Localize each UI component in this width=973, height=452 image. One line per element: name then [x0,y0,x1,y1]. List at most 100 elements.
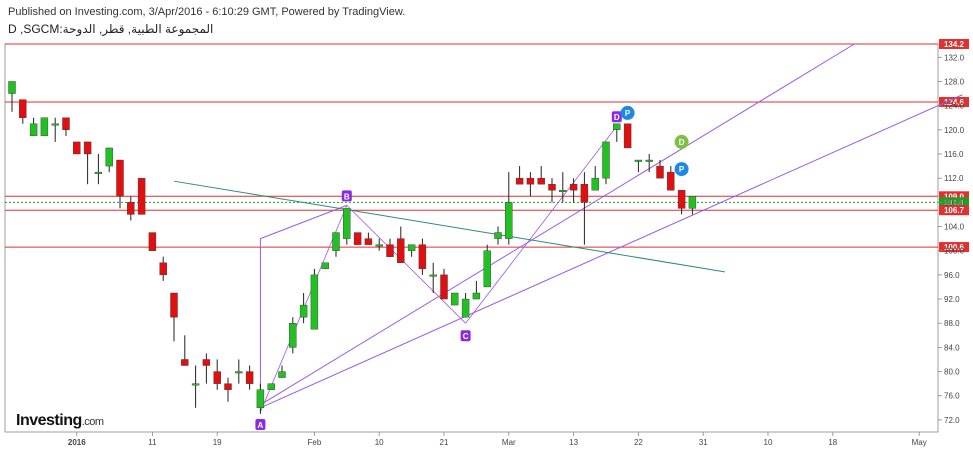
candle-body [73,141,81,155]
candle-body [256,389,265,409]
channel-line [260,94,963,409]
candle-body [505,202,513,239]
y-tick-label: 80.0 [944,368,960,377]
point-label: C [463,332,469,341]
candle-body [634,159,643,162]
x-tick-label: 21 [440,438,449,447]
candle-body [213,371,221,384]
y-tick-label: 124.0 [944,102,965,111]
x-tick-label: 11 [148,438,157,447]
y-tick-label: 104.0 [944,223,965,232]
candle-body [494,232,502,239]
x-tick-label: 22 [634,438,643,447]
level-label-bg [939,97,969,108]
level-label-bg [939,191,969,202]
drawing-overlays [173,43,963,413]
candle-body [278,371,286,378]
marker-circle [674,134,689,149]
point-label: B [344,192,350,201]
candle-body [364,238,373,245]
channel-line [260,43,855,406]
y-tick-label: 112.0 [944,174,964,183]
candle-body [688,196,697,209]
y-tick-label: 120.0 [944,126,965,135]
candle-body [29,123,38,137]
candle-body [515,177,524,185]
candle-body [353,232,362,245]
logo-domain: .com [81,416,104,428]
candle-body [602,141,610,179]
y-tick-label: 92.0 [944,295,960,304]
marker-label: P [679,165,685,174]
x-tick-label: 31 [699,438,708,447]
candle-body [310,274,319,330]
y-tick-label: 132.0 [944,53,965,62]
candle-body [483,250,491,288]
marker-circle [620,105,635,120]
level-label: 134.2 [944,40,965,49]
candle-body [191,383,200,386]
candle-body [677,190,686,209]
marker-label: D [679,138,685,147]
candle-body [289,323,297,348]
y-tick-label: 96.0 [944,271,960,280]
candle-body [235,371,243,374]
candle-body [429,274,437,277]
point-marker-b [341,190,352,202]
candle-body [407,244,416,251]
candle-body [472,292,481,300]
level-label: 109.0 [944,192,965,201]
x-tick-label: 18 [828,438,837,447]
candle-body [526,177,535,185]
candle-body [245,371,254,384]
candle-body [623,123,632,149]
candle-body [83,141,92,155]
candle-body [332,232,340,251]
candle-body [8,81,16,94]
candle-body [127,202,135,215]
level-label: 106.7 [944,206,965,215]
level-label: 100.6 [944,243,965,252]
level-label-bg [939,242,969,253]
candle-body [656,165,664,179]
candle-body [105,147,113,167]
x-tick-label: 19 [213,438,222,447]
level-label: 124.6 [944,98,965,107]
candle-body [569,184,578,191]
candle-body [170,292,178,318]
candle-body [19,99,27,118]
candle-body [397,238,405,263]
candle-body [451,292,459,306]
candle-body [181,359,189,366]
y-tick-label: 128.0 [944,77,965,86]
candle-body [116,159,124,197]
candles [8,81,697,414]
candle-body [202,359,211,366]
candle-body [40,117,49,137]
point-label: A [258,421,264,430]
y-tick-label: 72.0 [944,416,960,425]
x-tick-label: 2016 [68,438,86,447]
x-tick-label: 13 [569,438,578,447]
x-tick-label: Mar [502,438,516,447]
y-tick-label: 116.0 [944,150,964,159]
candle-body [591,177,599,191]
y-tick-label: 88.0 [944,319,960,328]
channel-line [260,204,347,240]
candle-body [375,244,383,247]
symbol-title: D ,SGCM:المجموعة الطبية, قطر, الدوحة [8,22,214,36]
investing-logo: Investing.com [16,412,104,430]
candle-body [440,274,448,300]
trend-line [173,180,725,273]
abcd-leg [465,125,618,324]
candle-body [267,383,275,390]
candle-body [461,298,470,318]
candle-body [613,123,621,131]
x-tick-label: May [912,438,927,447]
level-label-bg [939,205,969,216]
candle-body [559,190,567,192]
y-axis: 72.0 76.0 80.0 84.0 88.0 92.0 96.0 100.0 104.0 10… [938,53,965,425]
candle-body [418,244,427,270]
y-tick-label: 84.0 [944,343,960,352]
